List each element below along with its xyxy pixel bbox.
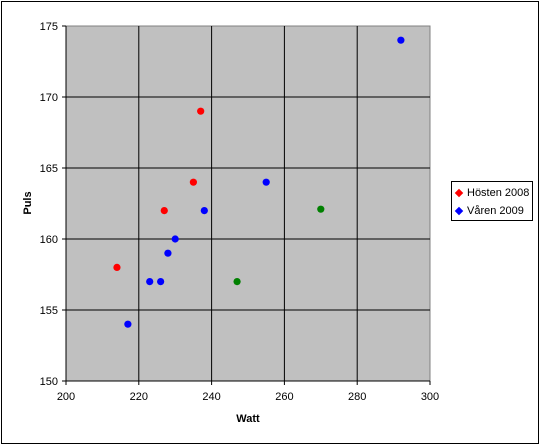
x-tick-label: 220	[130, 391, 148, 403]
legend-label: Hösten 2008	[467, 187, 530, 199]
y-tick-label: 175	[40, 21, 58, 33]
gridlines	[66, 26, 430, 381]
data-point-series-0	[113, 263, 121, 271]
y-tick-label: 170	[40, 92, 58, 104]
y-tick-label: 155	[40, 305, 58, 317]
data-point-series-1	[146, 278, 154, 286]
data-point-series-1	[262, 178, 270, 186]
legend-marker-blue	[454, 206, 464, 216]
x-tick-label: 240	[202, 391, 220, 403]
x-tick-label: 280	[348, 391, 366, 403]
data-point-series-0	[189, 178, 197, 186]
legend: Hösten 2008 Våren 2009	[451, 181, 533, 221]
plot-area	[65, 25, 431, 382]
data-point-series-0	[197, 107, 205, 115]
data-point-series-0	[160, 207, 168, 215]
data-point-series-1	[164, 249, 172, 257]
y-axis-label: Puls	[22, 191, 34, 214]
x-axis-label: Watt	[236, 413, 260, 425]
x-tick-label: 300	[421, 391, 439, 403]
data-point-series-1	[171, 235, 179, 243]
legend-label: Våren 2009	[467, 205, 524, 217]
x-tick-label: 200	[57, 391, 75, 403]
data-point-series-1	[200, 207, 208, 215]
data-point-series-1	[397, 36, 405, 44]
y-tick-label: 165	[40, 163, 58, 175]
y-tick-label: 150	[40, 376, 58, 388]
data-point-series-2	[317, 205, 325, 213]
data-point-series-2	[233, 278, 241, 286]
axes: 200 220 240 260 280 300 150 155 160 165 170 175	[40, 21, 440, 403]
legend-marker-red	[454, 188, 464, 198]
legend-item-varen-2009: Våren 2009	[454, 205, 524, 217]
data-point-series-1	[157, 278, 165, 286]
data-point-series-1	[124, 320, 132, 328]
x-tick-label: 260	[275, 391, 293, 403]
legend-item-hosten-2008: Hösten 2008	[454, 187, 530, 199]
y-tick-label: 160	[40, 234, 58, 246]
data-points	[113, 36, 405, 328]
